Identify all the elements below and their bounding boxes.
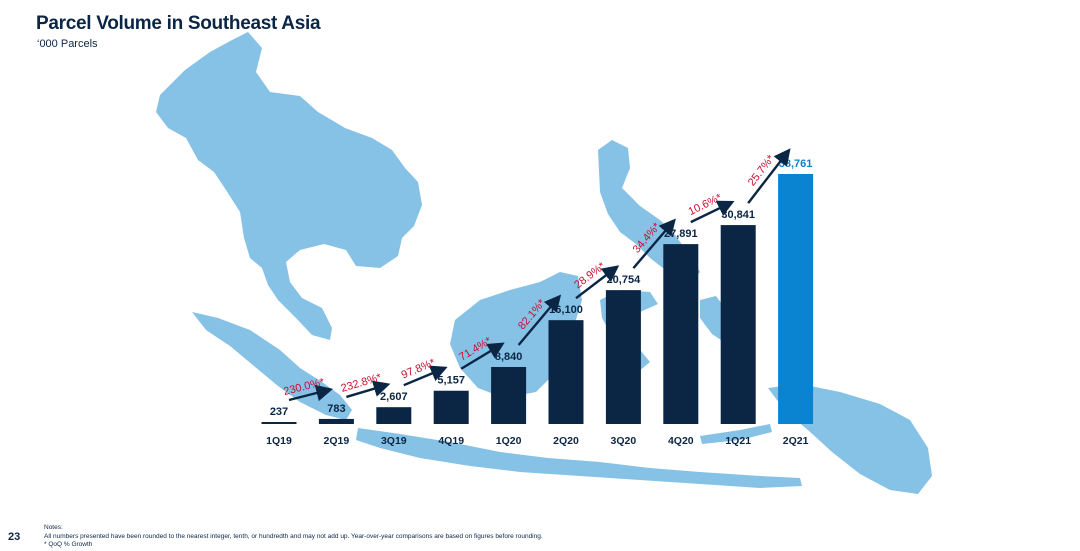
- value-label-2Q19: 783: [327, 403, 345, 415]
- map-timor: [700, 424, 772, 444]
- value-label-3Q20: 20,754: [607, 274, 642, 286]
- category-label-3Q19: 3Q19: [381, 435, 407, 447]
- growth-arrow-2Q21: [747, 148, 791, 204]
- notes-rounding: All numbers presented have been rounded …: [44, 532, 543, 540]
- map-mainland: [156, 32, 422, 340]
- page-number: 23: [8, 531, 21, 543]
- bar-3Q20: [605, 290, 641, 424]
- growth-arrow-4Q19: [403, 365, 448, 387]
- category-label-1Q21: 1Q21: [725, 435, 751, 447]
- southeast-asia-map: [156, 32, 932, 494]
- category-label-2Q21: 2Q21: [783, 435, 809, 447]
- page-title: Parcel Volume in Southeast Asia: [36, 13, 321, 34]
- value-label-2Q21: 38,761: [779, 158, 813, 170]
- bar-4Q19: [433, 390, 469, 424]
- page-subtitle: ‘000 Parcels: [37, 38, 98, 50]
- bar-3Q19: [376, 407, 412, 424]
- bar-4Q20: [663, 244, 699, 424]
- growth-arrow-3Q19: [346, 380, 391, 399]
- bar-1Q20: [491, 366, 527, 424]
- category-label-1Q19: 1Q19: [266, 435, 292, 447]
- bar-1Q19: [261, 422, 297, 424]
- growth-arrow-1Q20: [460, 342, 505, 370]
- bar-2Q19: [318, 418, 354, 424]
- growth-arrow-3Q20: [575, 265, 620, 300]
- value-label-3Q19: 2,607: [380, 391, 408, 403]
- growth-arrow-2Q20: [517, 294, 562, 346]
- category-label-2Q20: 2Q20: [553, 435, 579, 447]
- map-java: [356, 428, 802, 488]
- category-label-1Q20: 1Q20: [496, 435, 522, 447]
- value-label-4Q19: 5,157: [437, 375, 465, 387]
- footnotes: Notes: All numbers presented have been r…: [44, 524, 543, 550]
- notes-heading: Notes:: [44, 524, 63, 531]
- bar-2Q21: [778, 174, 814, 424]
- value-label-1Q19: 237: [270, 406, 288, 418]
- growth-arrow-1Q21: [690, 200, 735, 224]
- value-label-4Q20: 27,891: [664, 228, 698, 240]
- value-label-1Q20: 8,840: [495, 351, 523, 363]
- value-label-2Q20: 16,100: [549, 304, 583, 316]
- category-label-3Q20: 3Q20: [611, 435, 637, 447]
- growth-arrow-2Q19: [288, 384, 334, 402]
- growth-arrow-4Q20: [632, 218, 676, 269]
- bar-2Q20: [548, 320, 584, 424]
- notes-qoq: * QoQ % Growth: [44, 541, 93, 548]
- bar-1Q21: [720, 225, 756, 424]
- category-label-4Q20: 4Q20: [668, 435, 694, 447]
- value-label-1Q21: 30,841: [721, 209, 755, 221]
- category-label-2Q19: 2Q19: [324, 435, 350, 447]
- category-label-4Q19: 4Q19: [438, 435, 464, 447]
